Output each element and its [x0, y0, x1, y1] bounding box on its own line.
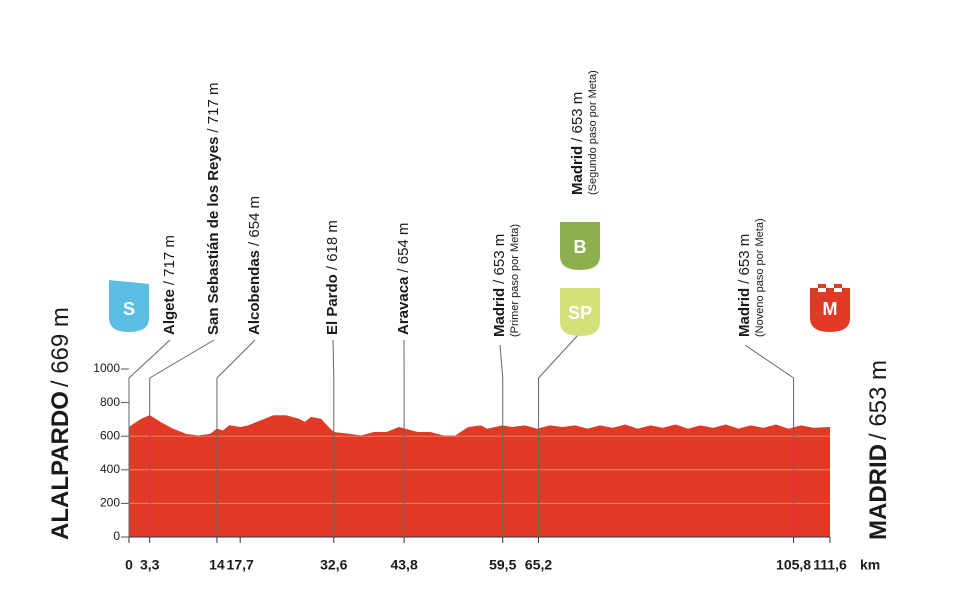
- leader-line: [744, 344, 795, 537]
- waypoint-note-part: (Segundo paso por Meta): [587, 70, 599, 195]
- x-tick-label: 43,8: [390, 557, 417, 573]
- area-fill: [129, 416, 830, 537]
- waypoint-label: Aravaca / 654 m: [395, 223, 412, 335]
- icon-label: M: [823, 299, 838, 319]
- icon-check: [826, 284, 834, 288]
- waypoint-label-part: San Sebastián de los Reyes: [205, 137, 222, 335]
- x-tick-label: 14: [209, 557, 225, 573]
- start-label-part: / 669 m: [47, 307, 74, 387]
- y-tick-label: 400: [100, 462, 120, 476]
- icon-shield: [560, 222, 600, 270]
- waypoint-label-part: El Pardo: [324, 274, 341, 335]
- waypoint-label: Madrid / 653 m: [569, 92, 586, 195]
- profile-line: [128, 415, 831, 437]
- waypoint-label: Alcobendas / 654 m: [246, 196, 263, 335]
- icon-check: [818, 288, 826, 292]
- waypoint-label: San Sebastián de los Reyes / 717 m: [205, 83, 222, 335]
- leader-line: [499, 344, 504, 537]
- y-tick-label: 800: [100, 395, 120, 409]
- waypoint-label-part: Madrid: [491, 288, 508, 337]
- x-tick-label: 32,6: [320, 557, 347, 573]
- finish-label-part: / 653 m: [865, 360, 892, 440]
- waypoint-note: (Primer paso por Meta): [509, 224, 521, 337]
- waypoint-label-part: / 653 m: [491, 234, 508, 284]
- waypoint-label-part: Aravaca: [395, 276, 412, 335]
- start-label-part: ALALPARDO: [47, 391, 74, 540]
- leader-line: [149, 339, 215, 537]
- icon-shield: [810, 284, 850, 332]
- x-tick-label: 59,5: [489, 557, 516, 573]
- waypoint-label-part: / 653 m: [736, 234, 753, 284]
- waypoint-label: Madrid / 653 m: [736, 234, 753, 337]
- y-tick-label: 1000: [93, 361, 120, 375]
- finish-label: MADRID / 653 m: [865, 360, 892, 540]
- waypoint-label-part: Madrid: [569, 146, 586, 195]
- waypoint-label: El Pardo / 618 m: [324, 220, 341, 335]
- leader-line: [128, 339, 171, 537]
- x-tick-label: 111,6: [813, 557, 847, 573]
- x-tick-label: 105,8: [776, 557, 811, 573]
- waypoint-note-part: (Primer paso por Meta): [509, 224, 521, 337]
- icon-flag: [109, 280, 149, 288]
- waypoint-label-part: Algete: [161, 289, 178, 335]
- x-tick-label: 3,3: [140, 557, 160, 573]
- icon-label: S: [123, 299, 135, 319]
- icon-check: [810, 284, 818, 288]
- waypoint-label: Algete / 717 m: [161, 235, 178, 335]
- waypoint-label: Madrid / 653 m: [491, 234, 508, 337]
- x-tick-label: 0: [125, 557, 133, 573]
- y-tick-label: 200: [100, 496, 120, 510]
- icon-shield: [560, 288, 600, 336]
- x-tick-label: 65,2: [525, 557, 552, 573]
- finish-label-part: MADRID: [865, 444, 892, 540]
- waypoint-note: (Segundo paso por Meta): [587, 70, 599, 195]
- waypoint-label-part: Alcobendas: [246, 250, 263, 335]
- y-tick-label: 600: [100, 428, 120, 442]
- waypoint-label-part: / 717 m: [205, 83, 222, 133]
- icon-check: [842, 284, 850, 288]
- x-tick-label: 17,7: [227, 557, 254, 573]
- y-tick-label: 0: [113, 529, 120, 543]
- x-unit: km: [860, 557, 880, 573]
- icon-label: B: [574, 237, 587, 257]
- icon-check: [834, 288, 842, 292]
- leader-line: [332, 339, 335, 537]
- waypoint-note: (Noveno paso por Meta): [754, 218, 766, 337]
- waypoint-label-part: / 654 m: [246, 196, 263, 246]
- icon-shield: [109, 284, 149, 332]
- waypoint-label-part: / 653 m: [569, 92, 586, 142]
- waypoint-label-part: / 618 m: [324, 220, 341, 270]
- waypoint-label-part: / 717 m: [161, 235, 178, 285]
- waypoint-label-part: / 654 m: [395, 223, 412, 273]
- leader-line: [538, 334, 579, 537]
- start-label: ALALPARDO / 669 m: [47, 307, 74, 540]
- waypoint-label-part: Madrid: [736, 288, 753, 337]
- leader-line: [216, 339, 256, 537]
- waypoint-note-part: (Noveno paso por Meta): [754, 218, 766, 337]
- icon-label: SP: [568, 303, 592, 323]
